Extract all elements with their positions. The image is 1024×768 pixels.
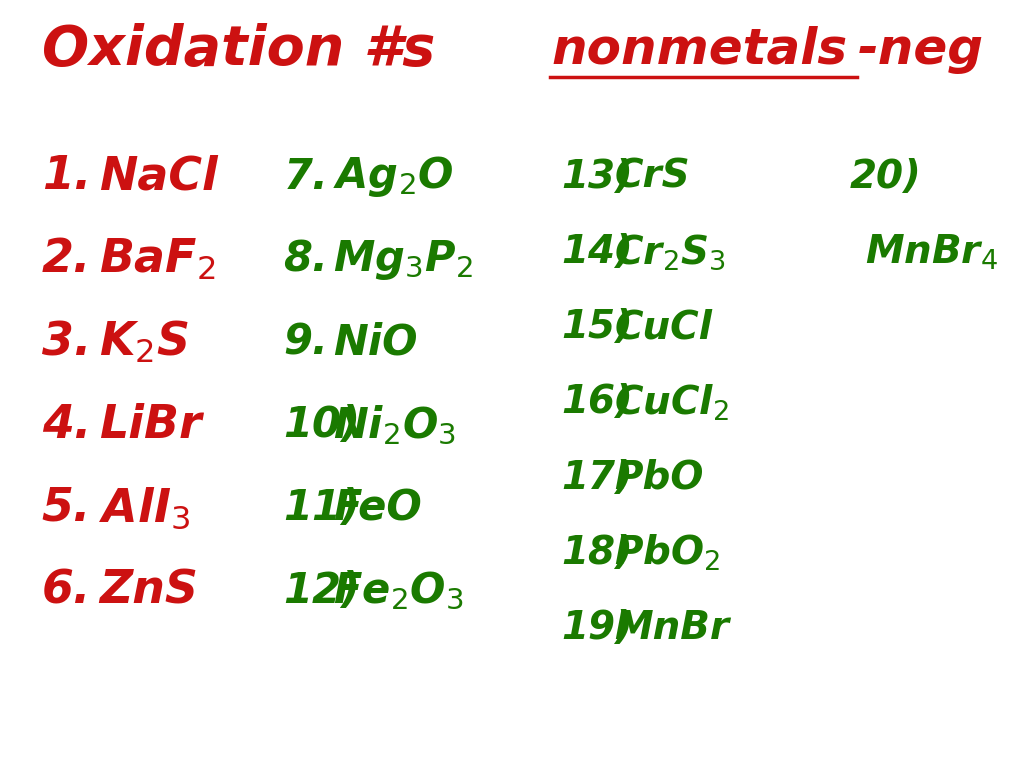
Text: 1.: 1. (42, 154, 91, 199)
Text: 17): 17) (561, 458, 633, 497)
Text: 11): 11) (284, 488, 360, 529)
Text: 2.: 2. (42, 237, 91, 282)
Text: LiBr: LiBr (99, 403, 202, 448)
Text: 7.: 7. (284, 156, 328, 197)
Text: MnBr$_4$: MnBr$_4$ (864, 232, 998, 272)
Text: 5.: 5. (42, 486, 91, 531)
Text: NaCl: NaCl (99, 154, 218, 199)
Text: PbO$_2$: PbO$_2$ (614, 533, 721, 573)
Text: CrS: CrS (614, 157, 690, 196)
Text: Ni$_2$O$_3$: Ni$_2$O$_3$ (333, 404, 456, 447)
Text: 15): 15) (561, 308, 633, 346)
Text: Ag$_2$O: Ag$_2$O (333, 154, 454, 199)
Text: 6.: 6. (42, 569, 91, 614)
Text: FeO: FeO (333, 488, 422, 529)
Text: CuCl: CuCl (614, 308, 713, 346)
Text: 20): 20) (850, 157, 922, 196)
Text: Fe$_2$O$_3$: Fe$_2$O$_3$ (333, 571, 464, 612)
Text: 18): 18) (561, 534, 633, 572)
Text: 4.: 4. (42, 403, 91, 448)
Text: 3.: 3. (42, 320, 91, 365)
Text: 19): 19) (561, 609, 633, 647)
Text: MnBr: MnBr (614, 609, 729, 647)
Text: CuCl$_2$: CuCl$_2$ (614, 382, 729, 422)
Text: 12): 12) (284, 571, 360, 612)
Text: Cr$_2$S$_3$: Cr$_2$S$_3$ (614, 232, 726, 272)
Text: NiO: NiO (333, 322, 418, 363)
Text: BaF$_2$: BaF$_2$ (99, 237, 216, 283)
Text: 8.: 8. (284, 239, 328, 280)
Text: AlI$_3$: AlI$_3$ (99, 485, 191, 531)
Text: PbO: PbO (614, 458, 703, 497)
Text: Oxidation #s: Oxidation #s (42, 23, 435, 77)
Text: 9.: 9. (284, 322, 328, 363)
Text: 13): 13) (561, 157, 633, 196)
Text: 16): 16) (561, 383, 633, 422)
Text: K$_2$S: K$_2$S (99, 319, 189, 366)
Text: 10): 10) (284, 405, 360, 446)
Text: ZnS: ZnS (99, 569, 199, 614)
Text: Mg$_3$P$_2$: Mg$_3$P$_2$ (333, 237, 473, 282)
Text: 14): 14) (561, 233, 633, 271)
Text: nonmetals: nonmetals (552, 26, 848, 74)
Text: -neg: -neg (858, 26, 984, 74)
